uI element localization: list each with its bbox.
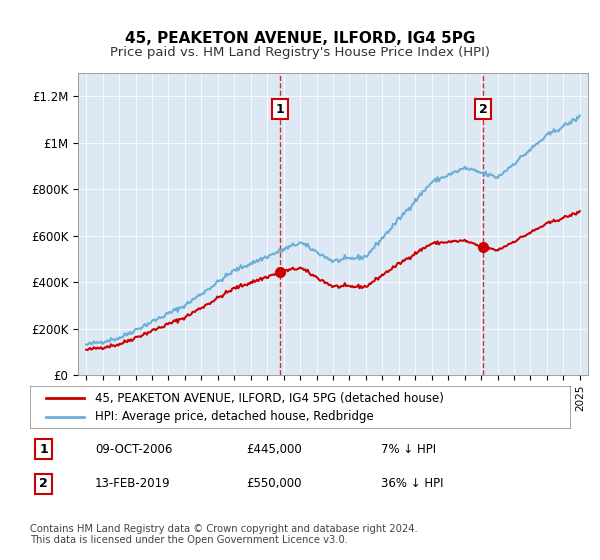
Text: 2: 2 [479, 102, 487, 115]
Text: 45, PEAKETON AVENUE, ILFORD, IG4 5PG: 45, PEAKETON AVENUE, ILFORD, IG4 5PG [125, 31, 475, 46]
Text: Price paid vs. HM Land Registry's House Price Index (HPI): Price paid vs. HM Land Registry's House … [110, 46, 490, 59]
Text: 1: 1 [39, 442, 48, 456]
Text: 13-FEB-2019: 13-FEB-2019 [95, 478, 170, 491]
Text: £445,000: £445,000 [246, 442, 302, 456]
Text: £550,000: £550,000 [246, 478, 302, 491]
Text: 09-OCT-2006: 09-OCT-2006 [95, 442, 172, 456]
Text: Contains HM Land Registry data © Crown copyright and database right 2024.
This d: Contains HM Land Registry data © Crown c… [30, 524, 418, 545]
Text: 36% ↓ HPI: 36% ↓ HPI [381, 478, 443, 491]
Text: 7% ↓ HPI: 7% ↓ HPI [381, 442, 436, 456]
Text: 2: 2 [39, 478, 48, 491]
Text: 45, PEAKETON AVENUE, ILFORD, IG4 5PG (detached house): 45, PEAKETON AVENUE, ILFORD, IG4 5PG (de… [95, 391, 443, 405]
Text: HPI: Average price, detached house, Redbridge: HPI: Average price, detached house, Redb… [95, 410, 374, 423]
Text: 1: 1 [275, 102, 284, 115]
